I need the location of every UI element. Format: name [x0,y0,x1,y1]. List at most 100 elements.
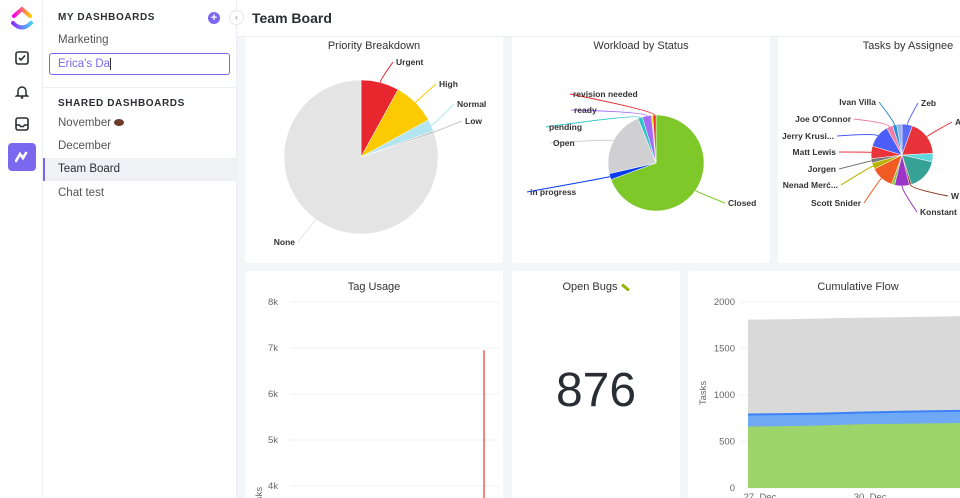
collapse-sidebar-button[interactable]: ‹ [229,10,244,25]
leader-line [906,102,919,125]
tag-usage-widget[interactable]: Tag Usage 4k 5k 6k 7k 8k Tasks [245,271,503,498]
football-icon [114,119,125,127]
new-dashboard-name-input[interactable]: Erica's Da [49,53,230,75]
leader-line [695,190,726,204]
leader-line [545,116,641,128]
y-tick-label: 1000 [714,390,735,401]
sidebar-item-team-board[interactable]: Team Board [43,158,236,181]
icon-rail [0,0,43,498]
workload-by-status-widget[interactable]: Closed in progress Open pending ready revisio… [512,37,770,263]
x-tick-label: 30. Dec [854,492,887,498]
pie-slice [610,114,705,212]
slice-label: High [439,79,458,89]
sidebar-item-november[interactable]: November [43,112,236,135]
slice-label: Jerry Krusi... [782,131,834,141]
open-bugs-count: 876 [555,364,637,417]
widget-title: Cumulative Flow [817,281,899,293]
leader-line [549,139,614,144]
widget-title: Priority Breakdown [327,40,421,52]
inbox-icon[interactable] [8,110,36,138]
slice-label: Low [465,116,482,126]
leader-line [901,185,918,213]
priority-breakdown-widget[interactable]: Urgent High Normal Low None Priority Breakdo… [245,37,503,263]
y-tick-label: 2000 [714,297,735,308]
cumulative-flow-chart: 0 500 1000 1500 2000 27. Dec 30. Dec Tasks [698,297,960,498]
series-line [747,409,960,416]
bug-icon [620,283,630,292]
slice-label: Ivan Villa [839,97,876,107]
y-tick-label: 5k [268,435,278,446]
leader-line [909,184,949,197]
pie-slice [283,79,439,235]
page-title: Team Board [252,10,332,26]
slice-label: Jorgen [808,164,836,174]
slice-label: ready [574,105,597,115]
leader-line [840,165,874,186]
leader-line [863,177,882,204]
divider [43,87,236,88]
add-dashboard-button[interactable]: + [208,12,220,24]
slice-label: in progress [530,187,577,197]
slice-label: Scott Snider [811,198,862,208]
area-series [748,423,960,488]
leader-line [415,83,437,103]
assignee-pie-chart: Zeb A W Konstant Scott Snider Nenad Merć... Jo… [782,97,960,217]
pie-slice [652,114,657,164]
y-tick-label: 8k [268,297,278,308]
clickup-logo[interactable] [8,5,36,33]
leader-line [838,160,872,170]
notifications-bell-icon[interactable] [8,77,36,105]
sidebar-item-chat-test[interactable]: Chat test [58,187,105,199]
y-tick-label: 4k [268,481,278,492]
sidebar-item-december[interactable]: December [58,140,112,152]
leader-line [297,219,317,243]
slice-label: Joe O'Connor [795,114,852,124]
leader-line [926,121,953,137]
leader-line [433,120,463,133]
slice-label: revision needed [573,89,638,99]
slice-label: None [274,237,296,247]
widget-title: Tasks by Assignee [862,40,954,52]
slice-label: Urgent [396,57,424,67]
dashboard-header: Team Board [237,0,960,37]
slice-label: Matt Lewis [793,147,837,157]
dashboards-icon[interactable] [8,143,36,171]
leader-line [853,118,890,127]
slice-label: pending [549,122,582,132]
priority-pie-chart: Urgent High Normal Low None [274,57,487,247]
leader-line [836,134,879,137]
widget-title: Workload by Status [593,40,689,52]
slice-label: Konstant [920,207,957,217]
y-tick-label: 6k [268,389,278,400]
leader-line [526,176,611,193]
leader-line [878,101,896,126]
cumulative-flow-widget[interactable]: Cumulative Flow 0 500 1000 1500 2000 27. Dec 3… [688,271,960,498]
slice-label: A [955,117,960,127]
slice-label: Nenad Merć... [783,180,838,190]
input-value: Erica's Da [58,58,111,70]
slice-label: W [951,191,960,201]
tasks-checkbox-icon[interactable] [8,44,36,72]
dashboard-canvas: Urgent High Normal Low None Priority Breakdo… [237,37,960,498]
leader-line [430,103,455,126]
x-tick-label: 27. Dec [744,492,777,498]
tag-usage-chart: 4k 5k 6k 7k 8k Tasks [254,297,500,498]
tasks-by-assignee-widget[interactable]: Zeb A W Konstant Scott Snider Nenad Merć... Jo… [778,37,960,263]
leader-line [570,109,648,117]
slice-label: Normal [457,99,486,109]
widget-title: Tag Usage [347,281,401,293]
my-dashboards-heading: MY DASHBOARDS [58,12,156,23]
leader-line [569,93,655,116]
leader-line [379,61,394,83]
open-bugs-widget[interactable]: Open Bugs 876 [512,271,680,498]
y-tick-label: 7k [268,343,278,354]
shared-dashboards-heading: SHARED DASHBOARDS [58,98,185,109]
slice-label: Closed [728,198,756,208]
pie-slice [896,123,903,156]
y-tick-label: 1500 [714,344,735,355]
y-tick-label: 500 [719,437,735,448]
y-axis-label: Tasks [698,381,709,406]
workload-pie-chart: Closed in progress Open pending ready revisio… [526,89,756,212]
sidebar-item-marketing[interactable]: Marketing [58,34,109,46]
dashboards-sidebar: MY DASHBOARDS + ‹ Marketing Erica's Da S… [43,0,244,498]
